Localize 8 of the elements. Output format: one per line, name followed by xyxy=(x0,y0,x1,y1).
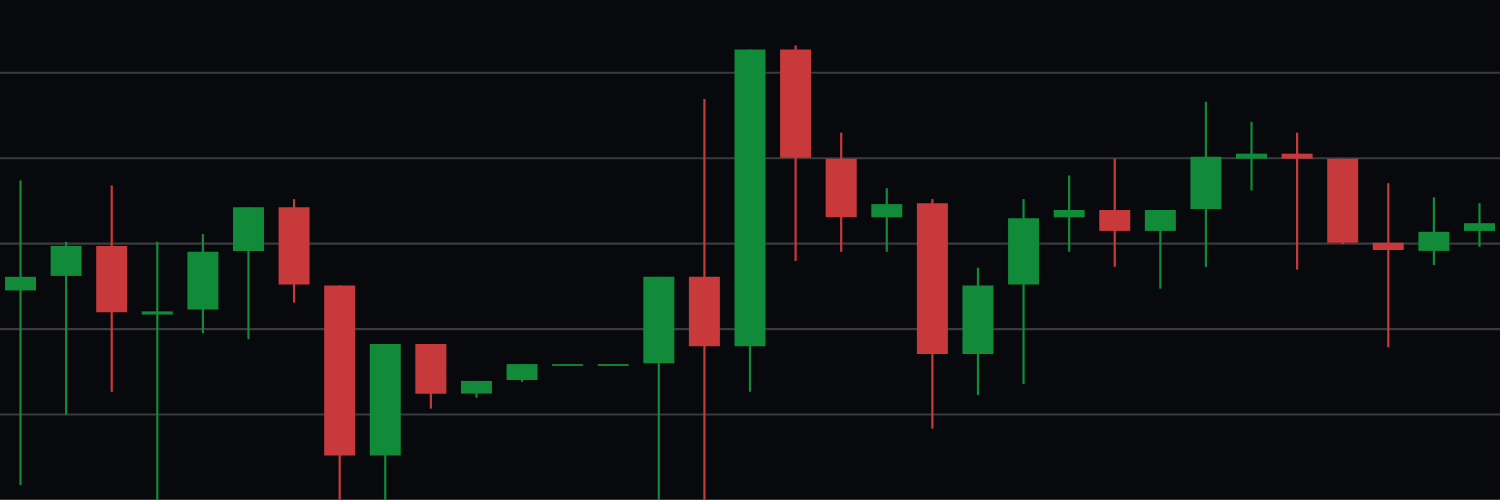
candlestick xyxy=(871,187,903,253)
candlestick xyxy=(1372,182,1404,349)
candlestick xyxy=(141,240,173,500)
candlestick xyxy=(5,179,37,487)
candlestick xyxy=(1281,131,1313,271)
candlestick xyxy=(1053,174,1085,253)
candlestick xyxy=(1463,202,1495,248)
candlestick xyxy=(1236,120,1268,192)
